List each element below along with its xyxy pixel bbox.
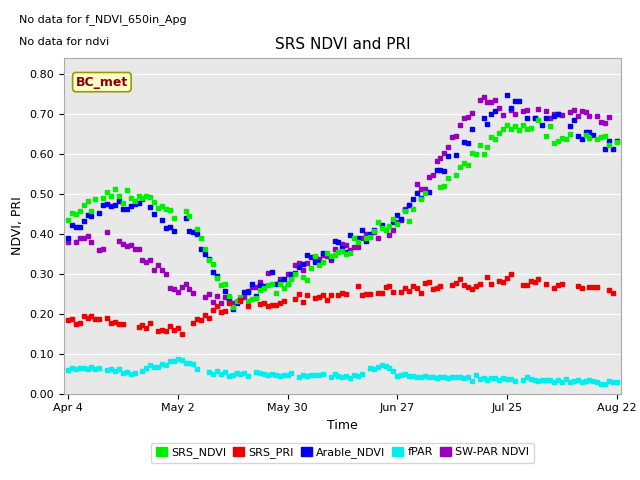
Y-axis label: NDVI, PRI: NDVI, PRI bbox=[11, 196, 24, 255]
Text: No data for ndvi: No data for ndvi bbox=[19, 37, 109, 48]
Text: BC_met: BC_met bbox=[76, 76, 128, 89]
Text: No data for f_NDVI_650in_Apg: No data for f_NDVI_650in_Apg bbox=[19, 14, 187, 25]
X-axis label: Time: Time bbox=[327, 419, 358, 432]
Title: SRS NDVI and PRI: SRS NDVI and PRI bbox=[275, 37, 410, 52]
Legend: SRS_NDVI, SRS_PRI, Arable_NDVI, fPAR, SW-PAR NDVI: SRS_NDVI, SRS_PRI, Arable_NDVI, fPAR, SW… bbox=[151, 443, 534, 463]
